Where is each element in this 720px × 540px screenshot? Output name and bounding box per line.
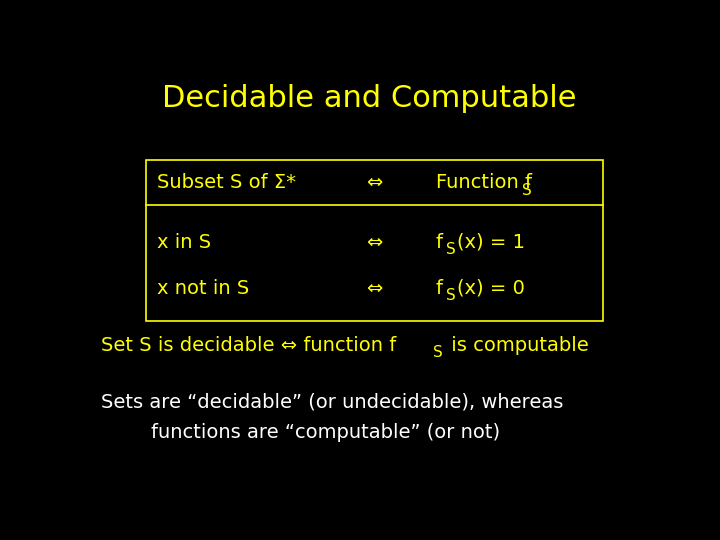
Text: S: S [433, 345, 443, 360]
Text: x not in S: x not in S [157, 279, 249, 298]
Text: f: f [436, 233, 443, 252]
Text: Subset S of Σ*: Subset S of Σ* [157, 173, 296, 192]
Text: Decidable and Computable: Decidable and Computable [162, 84, 576, 112]
Text: (x) = 0: (x) = 0 [457, 279, 525, 298]
Text: ⇔: ⇔ [366, 233, 383, 252]
Text: S: S [446, 288, 456, 303]
Text: Sets are “decidable” (or undecidable), whereas: Sets are “decidable” (or undecidable), w… [101, 392, 564, 411]
Text: ⇔: ⇔ [366, 279, 383, 298]
Text: Set S is decidable ⇔ function f: Set S is decidable ⇔ function f [101, 336, 397, 355]
Text: S: S [523, 183, 532, 198]
Text: functions are “computable” (or not): functions are “computable” (or not) [151, 423, 500, 442]
Text: Function f: Function f [436, 173, 532, 192]
Text: (x) = 1: (x) = 1 [457, 233, 525, 252]
Text: ⇔: ⇔ [366, 173, 383, 192]
Text: f: f [436, 279, 443, 298]
Text: is computable: is computable [446, 336, 589, 355]
Text: S: S [446, 242, 456, 257]
Text: x in S: x in S [157, 233, 211, 252]
